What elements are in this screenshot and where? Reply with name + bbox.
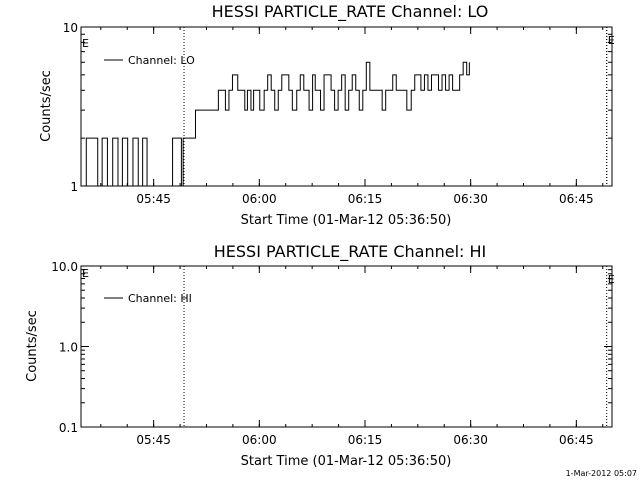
x-tick-label-hi: 05:45 [136,433,171,447]
chart-title-hi: HESSI PARTICLE_RATE Channel: HI [214,242,487,262]
x-tick-label-hi: 06:30 [453,433,488,447]
x-tick-label-hi: 06:15 [348,433,383,447]
x-axis-label-hi: Start Time (01-Mar-12 05:36:50) [241,454,452,469]
x-tick-label-lo: 06:00 [242,192,277,206]
event-label-hi: E [608,273,615,286]
panel-lo: HESSI PARTICLE_RATE Channel: LO Counts/s… [39,2,615,228]
x-tick-label-hi: 06:45 [559,433,594,447]
corner-marker-lo: E [82,37,89,50]
plot-frame-hi [80,265,613,428]
y-axis-label-lo: Counts/sec [39,70,54,142]
chart-title-lo: HESSI PARTICLE_RATE Channel: LO [212,2,489,22]
corner-marker-hi: E [82,267,89,280]
y-tick-label-lo: 1 [70,180,78,194]
panel-hi: HESSI PARTICLE_RATE Channel: HI Counts/s… [25,242,615,469]
x-tick-label-lo: 06:15 [348,192,383,206]
y-tick-label-hi: 10.0 [51,260,78,274]
x-tick-label-lo: 06:45 [559,192,594,206]
footer-timestamp: 1-Mar-2012 05:07 [566,469,637,478]
x-axis-label-lo: Start Time (01-Mar-12 05:36:50) [241,213,452,228]
series-line-lo [81,61,470,187]
plot-frame-lo [80,26,613,187]
y-axis-label-hi: Counts/sec [25,310,40,382]
event-label-lo: E [608,34,615,47]
plot-layer-hi: 05:4506:0006:1506:3006:4507:0007:150.11.… [51,260,615,447]
x-tick-label-lo: 05:45 [136,192,171,206]
x-tick-label-lo: 06:30 [453,192,488,206]
y-tick-label-lo: 10 [63,21,78,35]
y-tick-label-hi: 0.1 [59,421,78,435]
legend-label-lo: Channel: LO [128,54,195,67]
legend-label-hi: Channel: HI [128,292,192,305]
y-tick-label-hi: 1.0 [59,341,78,355]
x-tick-label-hi: 06:00 [242,433,277,447]
